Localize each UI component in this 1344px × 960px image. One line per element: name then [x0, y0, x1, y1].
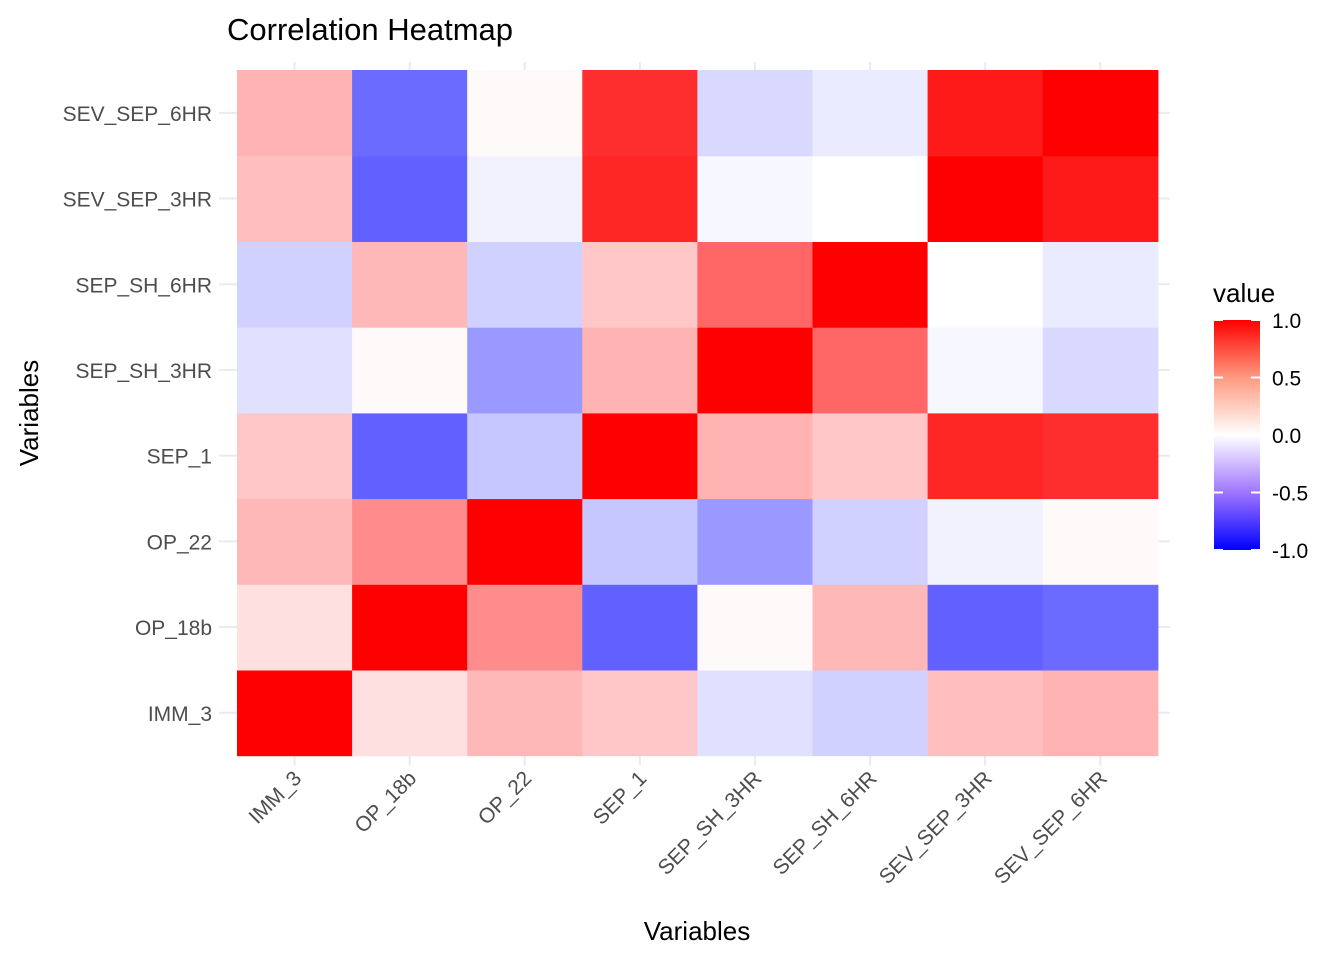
heatmap-cell: [467, 498, 583, 585]
legend-ticks: 1.0 0.5 0.0 -0.5 -1.0: [1214, 310, 1308, 563]
heatmap-cell: [927, 498, 1044, 585]
legend-tick-label: -0.5: [1272, 483, 1308, 506]
x-tick-label: SEP_SH_6HR: [769, 767, 882, 880]
heatmap-cell: [352, 584, 468, 671]
legend-tick-label: 1.0: [1272, 310, 1301, 333]
heatmap-cell: [812, 498, 929, 585]
heatmap-cell: [1042, 498, 1159, 585]
legend-title: value: [1213, 278, 1275, 308]
x-tick-label: SEV_SEP_3HR: [875, 767, 997, 889]
heatmap-cell: [237, 669, 353, 757]
heatmap-cell: [927, 241, 1044, 328]
heatmap-cell: [582, 669, 698, 757]
y-tick-label: IMM_3: [148, 703, 212, 726]
heatmap-cell: [352, 70, 468, 157]
heatmap-cell: [812, 241, 929, 328]
legend-tick-label: -1.0: [1272, 540, 1308, 563]
heatmap-cell: [352, 498, 468, 585]
heatmap-cell: [812, 70, 929, 157]
heatmap-cell: [582, 155, 698, 242]
heatmap-cell: [467, 241, 583, 328]
heatmap-cell: [1042, 584, 1159, 671]
heatmap-cell: [812, 584, 929, 671]
heatmap-cell: [927, 70, 1044, 157]
heatmap-cell: [582, 70, 698, 157]
x-tick-label: SEV_SEP_6HR: [990, 767, 1112, 889]
heatmap-cell: [812, 155, 929, 242]
heatmap-cell: [1042, 327, 1159, 414]
legend-tick-label: 0.0: [1272, 425, 1301, 448]
x-tick-label: OP_18b: [350, 767, 421, 838]
heatmap-cell: [697, 241, 814, 328]
heatmap-cell: [352, 327, 468, 414]
heatmap-cell: [697, 669, 814, 757]
heatmap-cell: [697, 155, 814, 242]
heatmap-cell: [237, 412, 353, 500]
heatmap-cell: [1042, 155, 1159, 242]
heatmap-cell: [582, 498, 698, 585]
heatmap-cell: [582, 241, 698, 328]
heatmap-cell: [467, 70, 583, 157]
heatmap-cell: [467, 412, 583, 500]
heatmap-cell: [812, 412, 929, 500]
x-axis-tick-labels: IMM_3 OP_18b OP_22 SEP_1 SEP_SH_3HR SEP_SH_6H…: [244, 767, 1111, 889]
y-tick-label: OP_18b: [135, 617, 212, 640]
chart-title: Correlation Heatmap: [227, 12, 513, 47]
heatmap-cell: [812, 669, 929, 757]
heatmap-cell: [352, 669, 468, 757]
y-tick-label: SEP_1: [147, 446, 212, 469]
heatmap-cells: [237, 70, 1159, 757]
heatmap-cell: [697, 584, 814, 671]
heatmap-cell: [697, 327, 814, 414]
y-tick-label: SEP_SH_6HR: [75, 274, 212, 297]
heatmap-cell: [237, 584, 353, 671]
heatmap-cell: [697, 412, 814, 500]
x-tick-label: IMM_3: [244, 767, 306, 829]
heatmap-cell: [237, 155, 353, 242]
x-tick-label: SEP_1: [589, 767, 652, 830]
heatmap-cell: [467, 669, 583, 757]
heatmap-cell: [927, 669, 1044, 757]
y-tick-label: SEV_SEP_3HR: [63, 189, 212, 212]
heatmap-cell: [697, 70, 814, 157]
heatmap-cell: [352, 155, 468, 242]
y-tick-label: SEP_SH_3HR: [75, 360, 212, 383]
heatmap-cell: [467, 584, 583, 671]
heatmap-cell: [582, 327, 698, 414]
heatmap-cell: [237, 70, 353, 157]
legend-tick-label: 0.5: [1272, 368, 1301, 391]
heatmap-cell: [697, 498, 814, 585]
heatmap-cell: [582, 584, 698, 671]
heatmap-cell: [927, 584, 1044, 671]
heatmap-cell: [927, 327, 1044, 414]
y-tick-label: SEV_SEP_6HR: [63, 103, 212, 126]
heatmap-cell: [237, 498, 353, 585]
x-tick-label: SEP_SH_3HR: [654, 767, 767, 880]
y-axis-title: Variables: [14, 360, 44, 466]
heatmap-cell: [927, 155, 1044, 242]
x-axis-title: Variables: [644, 916, 750, 946]
heatmap-cell: [237, 241, 353, 328]
y-tick-label: OP_22: [147, 531, 212, 554]
heatmap-cell: [1042, 412, 1159, 500]
heatmap-cell: [1042, 669, 1159, 757]
heatmap-cell: [352, 412, 468, 500]
heatmap-cell: [927, 412, 1044, 500]
heatmap-cell: [352, 241, 468, 328]
heatmap-cell: [1042, 70, 1159, 157]
color-legend: value 1.0 0.5 0.0 -0.5 -1.0: [1213, 278, 1308, 563]
heatmap-cell: [812, 327, 929, 414]
heatmap-cell: [467, 327, 583, 414]
heatmap-cell: [237, 327, 353, 414]
heatmap-cell: [582, 412, 698, 500]
x-tick-label: OP_22: [474, 767, 537, 830]
heatmap-cell: [467, 155, 583, 242]
y-axis-tick-labels: IMM_3 OP_18b OP_22 SEP_1 SEP_SH_3HR SEP_SH_6H…: [63, 103, 212, 726]
heatmap-cell: [1042, 241, 1159, 328]
